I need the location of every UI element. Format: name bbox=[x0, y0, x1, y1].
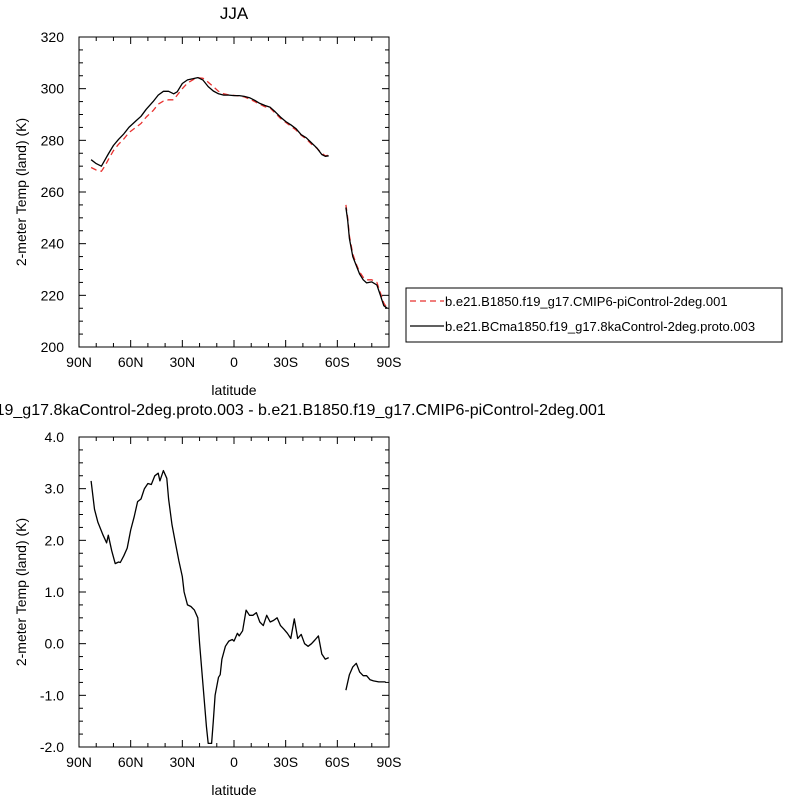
x-tick-label: 30N bbox=[169, 754, 195, 770]
top-y-tick-labels: 200 220 240 260 280 300 320 bbox=[41, 29, 389, 355]
bottom-y-axis-label: 2-meter Temp (land) (K) bbox=[13, 518, 29, 666]
y-tick-label: -1.0 bbox=[40, 687, 64, 703]
bottom-series-layer bbox=[90, 469, 386, 745]
x-tick-label: 30S bbox=[273, 354, 298, 370]
series-line-2-segment-1 bbox=[90, 76, 329, 167]
x-tick-label: 90S bbox=[377, 354, 402, 370]
top-y-axis-label: 2-meter Temp (land) (K) bbox=[13, 118, 29, 266]
x-tick-label: 60N bbox=[118, 754, 144, 770]
y-tick-label: 0.0 bbox=[45, 636, 65, 652]
y-tick-label: 4.0 bbox=[45, 429, 65, 445]
bottom-x-axis-label: latitude bbox=[211, 782, 256, 798]
top-chart-title: JJA bbox=[220, 4, 249, 23]
bottom-chart-title: b.e21.BCma1850.f19_g17.8kaControl-2deg.p… bbox=[0, 402, 606, 419]
bottom-panel: b.e21.BCma1850.f19_g17.8kaControl-2deg.p… bbox=[0, 402, 606, 798]
series-line-1-segment-1 bbox=[90, 77, 329, 172]
y-tick-label: 300 bbox=[41, 81, 65, 97]
x-tick-label: 90N bbox=[66, 354, 92, 370]
top-plot-frame bbox=[78, 36, 390, 348]
top-x-tick-labels: 90N 60N 30N 0 30S 60S 90S bbox=[66, 37, 401, 370]
y-tick-label: 240 bbox=[41, 236, 65, 252]
legend-box bbox=[405, 287, 783, 343]
y-tick-label: 220 bbox=[41, 287, 65, 303]
legend: b.e21.B1850.f19_g17.CMIP6-piControl-2deg… bbox=[405, 287, 783, 343]
top-series-layer bbox=[90, 76, 388, 309]
legend-label-8ka: b.e21.BCma1850.f19_g17.8kaControl-2deg.p… bbox=[445, 319, 755, 334]
y-tick-label: 280 bbox=[41, 132, 65, 148]
bottom-plot-frame bbox=[78, 436, 390, 748]
x-tick-label: 60N bbox=[118, 354, 144, 370]
y-tick-label: 200 bbox=[41, 339, 65, 355]
y-tick-label: -2.0 bbox=[40, 739, 64, 755]
top-x-axis-label: latitude bbox=[211, 382, 256, 398]
x-tick-label: 60S bbox=[325, 754, 350, 770]
x-tick-label: 30S bbox=[273, 754, 298, 770]
bottom-x-tick-labels: 90N 60N 30N 0 30S 60S 90S bbox=[66, 437, 401, 770]
x-tick-label: 90S bbox=[377, 754, 402, 770]
y-tick-label: 3.0 bbox=[45, 481, 65, 497]
x-tick-label: 60S bbox=[325, 354, 350, 370]
series-line-1-segment-2 bbox=[345, 204, 388, 309]
series-line-1-segment-1 bbox=[90, 469, 329, 745]
x-tick-label: 30N bbox=[169, 354, 195, 370]
series-line-1-segment-2 bbox=[345, 662, 386, 691]
bottom-y-tick-labels: -2.0 -1.0 0.0 1.0 2.0 3.0 4.0 bbox=[40, 429, 389, 755]
y-tick-label: 320 bbox=[41, 29, 65, 45]
y-tick-label: 2.0 bbox=[45, 532, 65, 548]
y-tick-label: 260 bbox=[41, 184, 65, 200]
top-panel: JJA 90N 60N 30N 0 30S 60S 90S 200 220 240 260 280 3… bbox=[13, 4, 401, 398]
y-tick-label: 1.0 bbox=[45, 584, 65, 600]
x-tick-label: 0 bbox=[230, 354, 238, 370]
legend-label-piControl: b.e21.B1850.f19_g17.CMIP6-piControl-2deg… bbox=[445, 294, 728, 309]
x-tick-label: 0 bbox=[230, 754, 238, 770]
x-tick-label: 90N bbox=[66, 754, 92, 770]
series-line-2-segment-2 bbox=[345, 207, 388, 309]
